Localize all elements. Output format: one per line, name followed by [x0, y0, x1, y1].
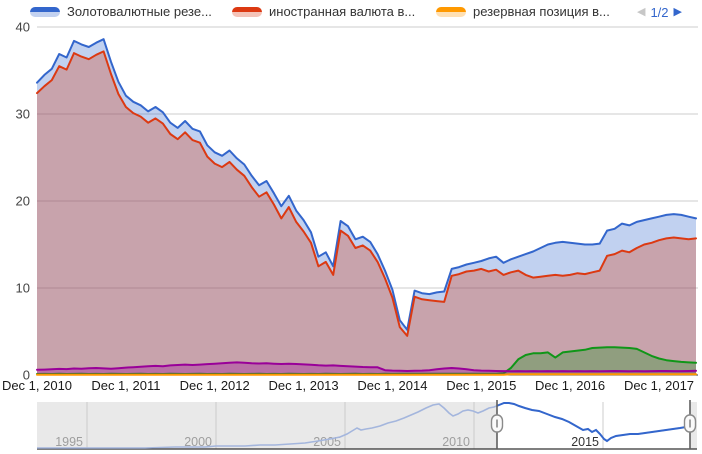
x-axis-label: Dec 1, 2015 [446, 378, 516, 393]
series-orange-line[interactable] [36, 373, 697, 376]
x-axis-label: Dec 1, 2017 [624, 378, 694, 393]
legend-swatch-orange [436, 6, 466, 17]
legend-item-gold-currency-reserves[interactable]: Золотовалютные резе... [30, 4, 212, 19]
y-axis-label-0: 0 [23, 368, 30, 383]
legend-item-label: Золотовалютные резе... [67, 4, 212, 19]
navigator-year-label-2010: 2010 [442, 435, 470, 449]
x-axis-label: Dec 1, 2013 [269, 378, 339, 393]
main-area-chart[interactable]: 0 10 20 30 40 Dec 1, 2010 Dec 1, 2011 Dec 1, 20… [0, 0, 702, 398]
x-axis-label: Dec 1, 2014 [357, 378, 427, 393]
x-axis-label: Dec 1, 2011 [91, 378, 160, 393]
navigator-year-label-2000: 2000 [184, 435, 212, 449]
y-axis-label-20: 20 [16, 194, 30, 209]
x-axis-label: Dec 1, 2012 [180, 378, 250, 393]
series-blue-line[interactable] [36, 38, 697, 331]
y-axis-label-10: 10 [16, 281, 30, 296]
legend-item-foreign-currency[interactable]: иностранная валюта в... [232, 4, 415, 19]
navigator-year-label-1995: 1995 [55, 435, 83, 449]
series-blue-area [37, 39, 696, 375]
x-axis-label: Dec 1, 2010 [2, 378, 72, 393]
navigator-left-handle[interactable] [490, 414, 504, 433]
navigator-year-label-2015: 2015 [571, 435, 599, 449]
legend-pagination: ◀ 1/2 ▶ [637, 4, 682, 20]
legend-prev-page-icon[interactable]: ◀ [636, 6, 646, 18]
x-axis-label: Dec 1, 2016 [535, 378, 605, 393]
navigator-series-line-selected [497, 402, 690, 443]
legend-next-page-icon[interactable]: ▶ [673, 6, 682, 18]
legend-item-label: резервная позиция в... [473, 4, 610, 19]
navigator-right-handle[interactable] [683, 414, 697, 433]
y-axis-label-30: 30 [16, 107, 30, 122]
series-red-area [37, 51, 696, 376]
legend-page-indicator: 1/2 [650, 4, 669, 20]
legend: Золотовалютные резе... иностранная валют… [0, 4, 702, 22]
plot-area[interactable] [37, 27, 696, 375]
y-axis-label-40: 40 [16, 20, 30, 35]
series-purple-line[interactable] [36, 361, 697, 373]
series-red-line[interactable] [36, 50, 697, 337]
legend-item-reserve-position[interactable]: резервная позиция в... [436, 4, 610, 19]
legend-item-label: иностранная валюта в... [269, 4, 416, 19]
legend-swatch-red [232, 6, 262, 17]
range-selector-navigator[interactable]: 1995 2000 2005 2010 2015 [0, 398, 702, 454]
legend-swatch-blue [30, 6, 60, 17]
